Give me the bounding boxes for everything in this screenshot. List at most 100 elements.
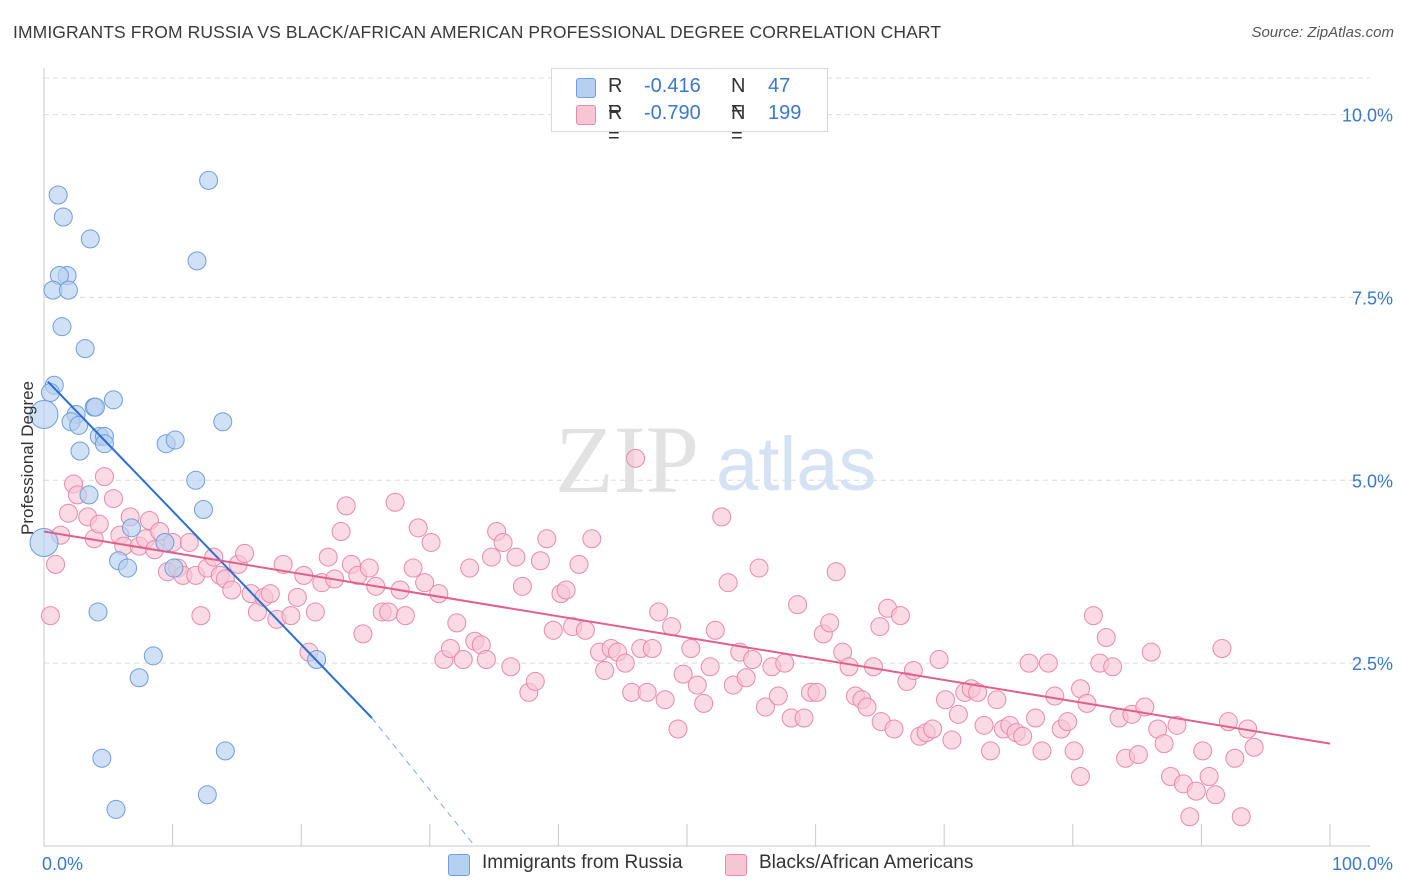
data-point (1019, 653, 1039, 673)
data-point (700, 657, 720, 677)
data-point (649, 602, 669, 622)
data-point (29, 399, 59, 429)
data-point (775, 653, 795, 673)
legend-label-black: Blacks/African Americans (759, 852, 974, 873)
data-point (85, 397, 105, 417)
data-point (637, 682, 657, 702)
legend-label-russia: Immigrants from Russia (482, 852, 683, 873)
data-point (826, 562, 846, 582)
data-point (493, 532, 513, 552)
data-point (75, 339, 95, 359)
data-point (379, 602, 399, 622)
chart-title: IMMIGRANTS FROM RUSSIA VS BLACK/AFRICAN … (13, 22, 942, 42)
legend-swatch-russia (448, 854, 470, 876)
data-point (476, 649, 496, 669)
data-point (1199, 767, 1219, 787)
data-point (440, 639, 460, 659)
data-point (118, 558, 138, 578)
data-point (705, 620, 725, 640)
data-point (1180, 807, 1200, 827)
data-point (1013, 726, 1033, 746)
data-point (642, 639, 662, 659)
data-point (235, 543, 255, 563)
data-point (213, 412, 233, 432)
data-point (385, 492, 405, 512)
data-point (395, 606, 415, 626)
data-point (1071, 767, 1091, 787)
data-point (482, 547, 502, 567)
r-value: -0.790 (644, 102, 701, 124)
data-point (129, 668, 149, 688)
data-point (1103, 657, 1123, 677)
data-point (788, 595, 808, 615)
data-point (942, 730, 962, 750)
data-point (537, 529, 557, 549)
data-point (743, 649, 763, 669)
data-point (556, 580, 576, 600)
data-point (569, 554, 589, 574)
data-point (287, 587, 307, 607)
data-point (48, 185, 68, 205)
x-tick-label: 0.0% (42, 854, 83, 874)
trend-lines (43, 380, 1331, 847)
data-point (103, 390, 123, 410)
data-point (1225, 748, 1245, 768)
data-point (199, 170, 219, 190)
data-point (1045, 686, 1065, 706)
data-point (460, 558, 480, 578)
data-point (155, 532, 175, 552)
data-point (1231, 807, 1251, 827)
data-point (403, 558, 423, 578)
data-point (1032, 741, 1052, 761)
data-point (273, 554, 293, 574)
data-point (501, 657, 521, 677)
data-point (839, 657, 859, 677)
data-point (88, 602, 108, 622)
stats-legend: R = -0.416 N = 47 R = -0.790 N = 199 (551, 68, 828, 147)
data-point (408, 518, 428, 538)
data-point (820, 613, 840, 633)
data-point (1096, 628, 1116, 648)
data-point (687, 675, 707, 695)
axes (43, 68, 1370, 847)
trend-line-black (43, 530, 1331, 745)
y-axis-label: Professional Degree (18, 381, 37, 535)
trend-line-russia-extension (371, 717, 476, 847)
data-point (143, 646, 163, 666)
data-point (718, 573, 738, 593)
data-point (1193, 741, 1213, 761)
data-point (1167, 715, 1187, 735)
data-point (595, 660, 615, 680)
data-point (53, 207, 73, 227)
data-point (974, 715, 994, 735)
data-point (626, 448, 646, 468)
data-point (165, 430, 185, 450)
data-point (1212, 639, 1232, 659)
grid-lines (44, 77, 1370, 664)
data-point (1244, 737, 1264, 757)
n-label: N = (731, 102, 746, 147)
data-point (197, 785, 217, 805)
data-point (186, 470, 206, 490)
data-point (968, 682, 988, 702)
n-value: 199 (768, 102, 802, 124)
data-point (736, 668, 756, 688)
data-point (40, 606, 60, 626)
data-point (1064, 741, 1084, 761)
data-point (204, 547, 224, 567)
data-point (453, 649, 473, 669)
data-point (673, 664, 693, 684)
data-point (794, 708, 814, 728)
data-point (336, 496, 356, 516)
data-point (447, 613, 467, 633)
data-point (870, 617, 890, 637)
data-point (890, 606, 910, 626)
y-tick-label: 7.5% (1352, 288, 1393, 308)
data-point (712, 507, 732, 527)
data-point (46, 554, 66, 574)
data-point (106, 799, 126, 819)
data-point (662, 617, 682, 637)
data-point (935, 690, 955, 710)
y-tick-label: 2.5% (1352, 654, 1393, 674)
data-point (89, 514, 109, 534)
